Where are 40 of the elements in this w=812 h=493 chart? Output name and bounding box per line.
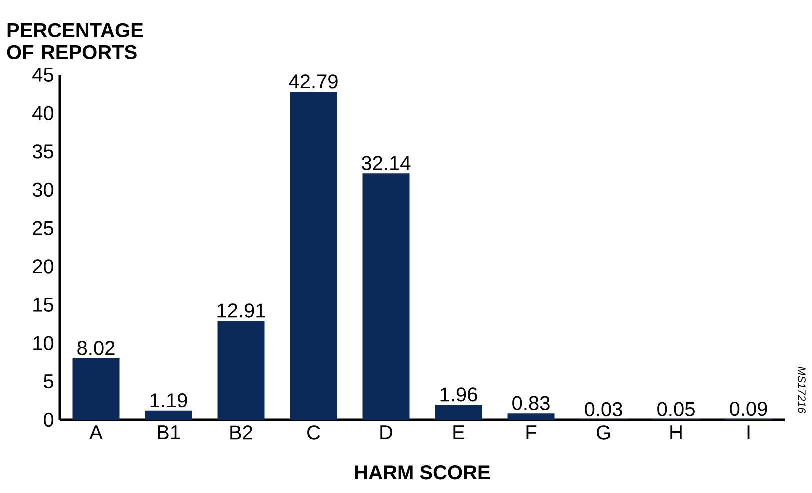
x-tick-label: B1 [158, 426, 180, 440]
data-label: 1.19 [150, 394, 188, 408]
data-label: 0.03 [585, 402, 622, 417]
y-tick-label: 20 [33, 260, 54, 274]
data-label: 1.96 [440, 388, 478, 402]
y-tick-label: 30 [32, 182, 54, 198]
x-tick-label: F [526, 426, 537, 440]
y-tick-label: 10 [34, 336, 54, 350]
y-tick-label: 0 [44, 412, 54, 428]
x-tick-label: G [596, 426, 610, 440]
x-axis-title: HARM SCORE [356, 466, 490, 480]
data-label: 0.83 [512, 396, 550, 410]
data-label: 8.02 [78, 341, 115, 356]
bar [362, 174, 410, 420]
x-tick-label: B2 [230, 426, 252, 440]
x-tick-label: E [454, 426, 465, 440]
bar [290, 92, 338, 420]
data-label: 0.05 [658, 402, 695, 416]
y-tick-label: 45 [32, 68, 54, 82]
y-tick-label: 40 [32, 106, 54, 120]
y-tick-label: 35 [32, 144, 54, 159]
data-label: 42.79 [289, 74, 338, 89]
bar [72, 358, 120, 420]
y-tick-label: 25 [33, 221, 54, 236]
x-tick-label: I [748, 426, 750, 440]
bar [508, 414, 555, 420]
data-label: 0.09 [730, 402, 768, 416]
y-tick-label: 15 [34, 298, 54, 312]
data-label: 32.14 [362, 156, 411, 170]
x-tick-label: D [380, 426, 393, 440]
bar [145, 410, 192, 420]
x-tick-label: H [670, 426, 682, 440]
data-label: 12.91 [218, 304, 266, 318]
x-tick-label: C [308, 426, 320, 440]
y-axis-title: PERCENTAGE OF REPORTS [7, 23, 144, 60]
y-tick-label: 5 [44, 374, 54, 389]
x-tick-label: A [90, 426, 103, 440]
text: MS17216 [798, 366, 806, 414]
bar [218, 321, 265, 420]
bar [435, 404, 482, 420]
